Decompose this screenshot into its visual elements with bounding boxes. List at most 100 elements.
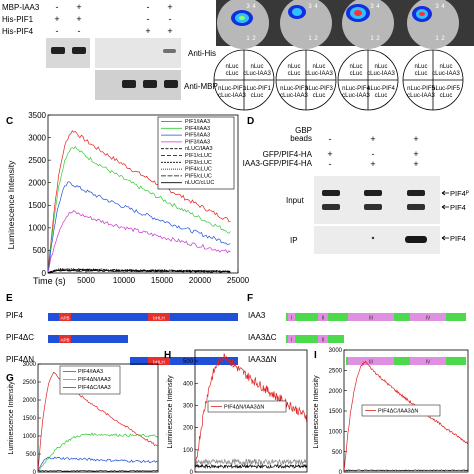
domain-label: I bbox=[291, 338, 292, 344]
panel-f-letter: F bbox=[247, 293, 253, 304]
blot-label-input: Input bbox=[286, 196, 305, 205]
plate-quadrant-number: 3 bbox=[370, 4, 374, 10]
series-line bbox=[37, 470, 158, 472]
panel-a-sign: + bbox=[167, 2, 172, 12]
panel-a-sign: - bbox=[147, 2, 150, 12]
panel-c-x-axis: 5000 10000 15000 20000 25000 bbox=[77, 270, 250, 285]
panel-g-letter: G bbox=[6, 373, 14, 384]
plate-quadrant-number: 4 bbox=[252, 4, 256, 10]
panel-a-sign: + bbox=[167, 26, 172, 36]
x-tick-label: 20000 bbox=[189, 276, 212, 285]
panel-a-sign: - bbox=[78, 26, 81, 36]
panel-a-row-label-3: His-PIF4 bbox=[2, 27, 34, 36]
plate-label: cLuc-IAA3 bbox=[342, 93, 370, 99]
panel-h-letter: H bbox=[164, 350, 171, 361]
arrow-icon bbox=[441, 204, 449, 210]
plate-label: cLuc bbox=[415, 71, 428, 77]
legend-label: PIF4ΔC/IAA3 bbox=[78, 385, 111, 391]
panel-f: F IAA3 I II III IV IAA3ΔC I II IAA3ΔN II… bbox=[247, 293, 466, 366]
panel-d-sign: - bbox=[329, 159, 332, 169]
panel-a-row-label-1: MBP-IAA3 bbox=[2, 3, 40, 12]
plate-label: cLuc bbox=[313, 93, 326, 99]
y-tick-label: 2500 bbox=[28, 156, 46, 165]
legend-label: PIF3/cLUC bbox=[185, 160, 212, 166]
blot-band bbox=[322, 190, 340, 196]
blot-band bbox=[122, 80, 136, 88]
domain-apb bbox=[59, 335, 71, 343]
panel-a: MBP-IAA3 His-PIF1 His-PIF4 - + - + + + -… bbox=[2, 2, 218, 100]
plate-label: nLuc bbox=[250, 64, 263, 70]
x-tick-label: 15000 bbox=[151, 276, 174, 285]
panel-g-y-axis: 0 500 1000 1500 2000 2500 3000 bbox=[23, 362, 41, 474]
y-tick-label: 2500 bbox=[23, 380, 37, 386]
y-tick-label: 2500 bbox=[329, 368, 343, 374]
plate-label: cLuc-IAA3 bbox=[305, 71, 333, 77]
panel-d: D GBP beads GFP/PIF4-HA IAA3-GFP/PIF4-HA … bbox=[243, 116, 469, 254]
panel-e-letter: E bbox=[6, 293, 13, 304]
y-tick-label: 0 bbox=[190, 470, 194, 474]
plate-label: cLuc bbox=[226, 71, 239, 77]
plate-quadrant-number: 2 bbox=[441, 36, 445, 42]
y-tick-label: 100 bbox=[183, 448, 194, 454]
construct-bar-iaa3-dn bbox=[346, 357, 466, 365]
plate-quadrant-number: 4 bbox=[441, 4, 445, 10]
panel-c-frame bbox=[47, 114, 239, 274]
plate-quadrant-number: 2 bbox=[376, 36, 380, 42]
panel-h-y-axis: 0 100 200 300 400 500 bbox=[183, 359, 198, 474]
x-tick-label: 10000 bbox=[113, 276, 136, 285]
domain-bhlh bbox=[148, 313, 170, 321]
panel-i-series bbox=[343, 360, 469, 473]
panel-h: H Luminescence Intensity 0 100 200 300 400 50… bbox=[164, 349, 308, 474]
plate-label: cLuc-IAA3 bbox=[218, 93, 246, 99]
plate-label: cLuc-IAA3 bbox=[407, 93, 435, 99]
y-tick-label: 3000 bbox=[23, 362, 37, 368]
panel-a-sign: + bbox=[76, 2, 81, 12]
construct-name: PIF4ΔN bbox=[6, 355, 34, 364]
panel-a-sign: - bbox=[147, 14, 150, 24]
panel-e: E PIF4 APB bHLH PIF4ΔC APB PIF4ΔN bHLH bbox=[6, 293, 238, 365]
plate-label: nLuc bbox=[349, 64, 362, 70]
panel-d-row-label-1: GBP beads bbox=[290, 126, 312, 143]
blot-band bbox=[364, 190, 382, 196]
panel-i-letter: I bbox=[314, 350, 317, 361]
series-line bbox=[47, 181, 231, 272]
x-tick-label: 25000 bbox=[227, 276, 250, 285]
panel-c-y-axis: 0 500 1000 1500 2000 2500 3000 3500 bbox=[28, 111, 51, 278]
y-tick-label: 3000 bbox=[28, 133, 46, 142]
construct-name: IAA3ΔC bbox=[248, 333, 277, 342]
series-line bbox=[47, 145, 231, 274]
panel-d-sign: + bbox=[413, 159, 418, 169]
plate-label: nLuc-PIF1 bbox=[218, 86, 246, 92]
series-line bbox=[47, 210, 231, 273]
panel-c-letter: C bbox=[6, 116, 13, 127]
plate-quadrant-number: 2 bbox=[252, 36, 256, 42]
domain-label: I bbox=[291, 316, 292, 322]
legend-label: PIF1/IAA3 bbox=[185, 119, 210, 125]
domain-ii bbox=[318, 313, 328, 321]
panel-g-series bbox=[37, 371, 159, 473]
panel-a-sign: - bbox=[56, 2, 59, 12]
plate-label: nLuc bbox=[414, 64, 427, 70]
blot-band bbox=[407, 204, 425, 210]
domain-iii bbox=[348, 357, 394, 365]
panel-g-ylabel: Luminescence Intensity bbox=[8, 381, 15, 455]
series-line bbox=[195, 463, 308, 470]
panel-d-letter: D bbox=[247, 116, 254, 127]
plate-label: cLuc-IAA3 bbox=[280, 93, 308, 99]
y-tick-label: 500 bbox=[183, 359, 194, 365]
arrow-icon bbox=[441, 235, 449, 241]
construct-name: PIF4ΔC bbox=[6, 333, 34, 342]
plate-label: cLuc bbox=[375, 93, 388, 99]
domain-i bbox=[288, 313, 295, 321]
luc-plate-image-4 bbox=[407, 0, 459, 49]
domain-apb bbox=[59, 313, 71, 321]
panel-a-sign: + bbox=[76, 14, 81, 24]
legend-label: PIF1/cLUC bbox=[185, 153, 212, 159]
band-label-pif4-ip: PIF4 bbox=[450, 234, 466, 243]
plate-label: nLuc-PIF1 bbox=[243, 86, 271, 92]
plate-quadrant-number: 1 bbox=[370, 36, 374, 42]
domain-label: IV bbox=[426, 316, 431, 322]
plate-label: cLuc bbox=[350, 71, 363, 77]
domain-label: III bbox=[369, 360, 373, 366]
